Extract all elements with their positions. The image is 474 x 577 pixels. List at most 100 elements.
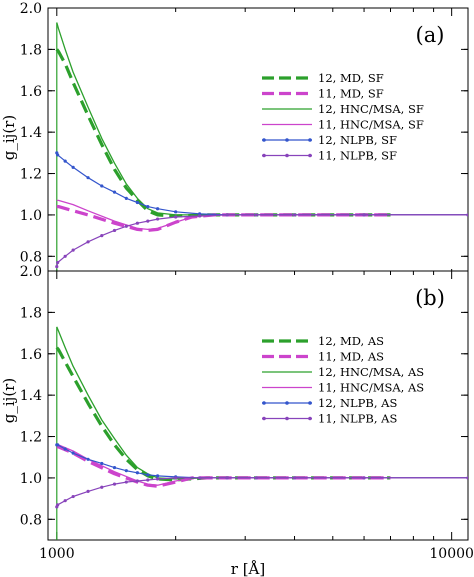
legend-label: 12, NLPB, SF [318,133,397,147]
data-point [174,215,178,219]
data-point [71,451,75,455]
data-point [112,465,117,470]
data-point [146,219,150,223]
data-point [86,457,90,461]
data-point [100,485,104,489]
data-point [466,213,468,217]
legend-marker [285,138,289,142]
data-point [225,213,229,217]
legend-marker [262,416,266,421]
data-point [63,159,67,163]
data-point [155,477,160,481]
y-tick-label: 1.6 [20,347,42,363]
data-point [124,196,128,200]
y-tick-label: 1.2 [20,430,42,446]
data-point [466,476,468,480]
legend-label: 12, HNC/MSA, SF [318,102,424,116]
x-tick-label: 1000 [39,546,75,562]
x-axis-title: r [Å] [231,560,265,577]
data-point [124,480,128,484]
data-point [174,476,178,480]
data-point [155,474,160,478]
legend-label: 11, MD, AS [318,350,384,364]
data-point [56,443,60,447]
data-point [254,476,258,480]
data-point [254,213,258,217]
data-point [135,200,139,205]
y-axis-title: g_ij(r) [0,115,18,160]
data-point [56,260,60,265]
data-point [124,224,128,228]
data-point [56,503,60,507]
series-line [56,214,468,267]
y-tick-label: 1.0 [20,208,42,224]
plot-frame [47,7,469,278]
plot-frame [47,270,469,541]
y-tick-label: 1.8 [20,305,42,321]
data-point [100,234,104,238]
data-point [56,153,60,157]
y-tick-label: 0.8 [20,249,42,265]
series-group [55,326,468,540]
legend-label: 11, NLPB, AS [318,412,397,426]
legend-marker [262,153,266,158]
data-point [362,476,366,480]
y-tick-label: 2.0 [20,264,42,280]
data-point [135,471,139,475]
data-point [63,499,67,503]
legend-marker [285,401,289,405]
data-point [174,210,178,214]
legend-label: 11, NLPB, SF [318,149,397,163]
legend-label: 12, MD, AS [318,334,384,348]
legend-marker [262,401,266,405]
data-point [55,265,59,269]
data-point [112,190,117,194]
y-tick-label: 1.2 [20,167,42,183]
series-group [55,22,468,277]
data-point [71,165,75,169]
y-tick-label: 2.0 [20,1,42,17]
panel-1: 0.8 1.0 1.2 1.4 1.6 1.8 2.0 1000 10000 r [Å] g_ij(… [0,264,474,577]
panel-label: (b) [415,286,445,310]
data-point [225,476,229,480]
legend-marker [308,416,312,421]
data-point [362,213,366,217]
legend-marker [308,153,312,158]
y-tick-label: 1.4 [20,125,42,141]
data-point [124,469,128,473]
legend-label: 12, MD, SF [318,71,384,85]
legend-marker [262,138,266,142]
data-point [86,240,90,244]
data-point [112,482,117,486]
y-axis-title: g_ij(r) [0,378,18,423]
data-point [71,494,75,499]
data-point [146,478,150,482]
legend-label: 11, HNC/MSA, AS [318,381,424,395]
data-point [86,489,90,493]
series-line [56,205,391,232]
data-point [100,461,104,466]
data-point [63,254,67,258]
data-point [71,248,75,252]
data-point [63,447,67,451]
legend-marker [308,401,312,405]
legend-label: 12, HNC/MSA, AS [318,365,424,379]
data-point [112,228,117,233]
data-point [292,213,297,217]
x-tick-label: 10000 [429,546,474,562]
y-tick-label: 1.0 [20,471,42,487]
legend-marker [308,138,312,142]
y-tick-label: 0.8 [20,512,42,528]
y-tick-label: 1.6 [20,84,42,100]
y-tick-label: 1.4 [20,388,42,404]
panel-0: 0.8 1.0 1.2 1.4 1.6 1.8 2.0 g_ij(r) (a) 12, MD, S… [0,1,469,278]
legend-label: 11, HNC/MSA, SF [318,118,424,132]
legend-label: 11, MD, SF [318,87,384,101]
legend-label: 12, NLPB, AS [318,396,397,410]
data-point [198,476,202,480]
data-point [146,473,150,477]
data-point [155,207,160,211]
legend-marker [285,153,289,158]
data-point [135,221,139,225]
